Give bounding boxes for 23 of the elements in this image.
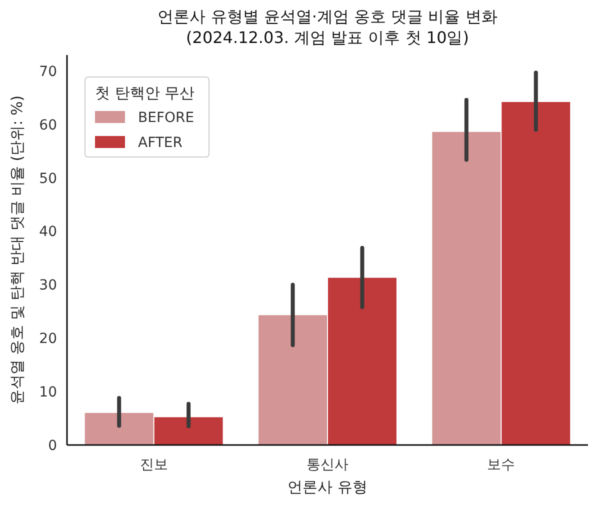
y-tick-label: 30 — [39, 278, 57, 294]
y-tick-label: 70 — [39, 64, 57, 80]
y-axis-title: 윤석열 옹호 및 탄핵 반대 댓글 비율 (단위: %) — [8, 95, 26, 405]
legend-label: BEFORE — [138, 110, 194, 126]
y-tick-label: 50 — [39, 170, 57, 187]
bar — [258, 315, 327, 445]
x-tick-label: 통신사 — [306, 457, 348, 473]
x-tick-label: 진보 — [140, 457, 168, 473]
bar — [502, 102, 570, 445]
legend-label: AFTER — [138, 135, 183, 151]
y-tick-label: 0 — [48, 438, 57, 454]
x-tick-label: 보수 — [487, 457, 516, 473]
bar — [154, 417, 223, 445]
x-axis-title: 언론사 유형 — [288, 478, 368, 496]
bar — [328, 278, 396, 445]
bar — [84, 412, 154, 445]
y-tick-label: 40 — [39, 224, 57, 240]
bar — [432, 132, 501, 445]
chart-title: 언론사 유형별 윤석열·계엄 옹호 댓글 비율 변화 (2024.12.03. 계엄 발표 이후 첫 10일) — [158, 7, 498, 47]
legend-title: 첫 탄핵안 무산 — [95, 84, 195, 102]
y-tick-label: 60 — [39, 117, 57, 134]
y-tick-label: 20 — [39, 331, 57, 348]
y-tick-label: 10 — [39, 384, 57, 400]
